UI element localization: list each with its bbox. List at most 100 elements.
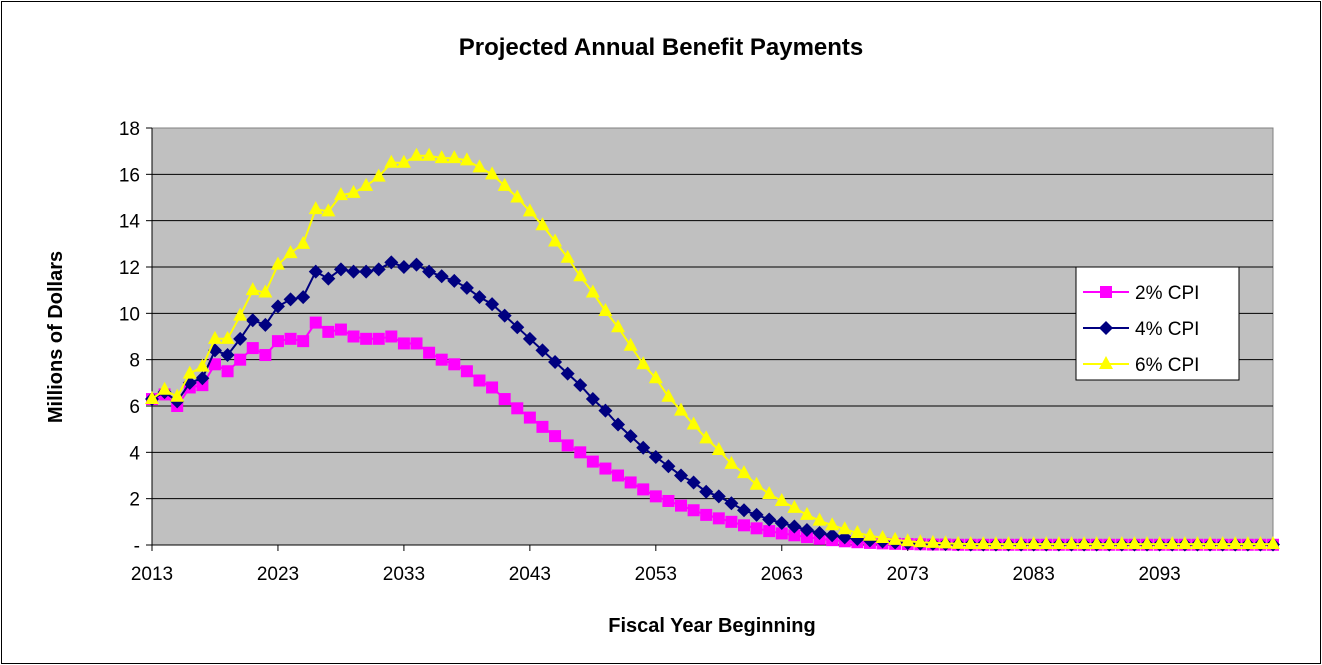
- data-point: [208, 358, 221, 371]
- data-point: [774, 492, 789, 506]
- data-point: [498, 393, 511, 406]
- data-point: [371, 262, 386, 277]
- y-tick-label: 4: [129, 443, 140, 464]
- data-point: [976, 536, 991, 550]
- data-point: [775, 527, 788, 540]
- axes: - 2 4 6 8 10 12 14 16 18 2013 2023 2033 2043 2053 2063 2…: [119, 119, 1273, 585]
- data-point: [170, 388, 185, 402]
- data-point: [422, 264, 437, 279]
- data-point: [749, 507, 764, 522]
- data-point: [661, 459, 676, 474]
- data-point: [686, 475, 701, 490]
- data-point: [308, 264, 323, 279]
- data-point: [724, 496, 739, 511]
- legend-label: 4% CPI: [1135, 319, 1199, 340]
- data-point: [560, 249, 575, 263]
- data-point: [612, 469, 625, 482]
- data-point: [447, 273, 462, 288]
- data-point: [535, 343, 550, 358]
- data-point: [573, 378, 588, 393]
- data-point: [346, 264, 361, 279]
- y-tick-label: 12: [119, 258, 140, 279]
- data-point: [271, 335, 284, 348]
- data-point: [611, 319, 626, 333]
- data-point: [258, 284, 273, 298]
- data-point: [245, 313, 260, 328]
- legend: 2% CPI 4% CPI 6% CPI: [1075, 266, 1240, 381]
- y-tick-label: 2: [129, 490, 140, 511]
- data-point: [750, 522, 763, 535]
- data-point: [762, 512, 777, 527]
- data-point: [396, 154, 411, 168]
- data-point: [585, 284, 600, 298]
- data-point: [359, 177, 374, 191]
- y-tick-label: 10: [119, 304, 140, 325]
- data-point: [284, 332, 297, 345]
- data-point: [296, 290, 311, 305]
- data-point: [283, 245, 298, 259]
- data-point: [661, 388, 676, 402]
- data-point: [724, 455, 739, 469]
- data-point: [435, 353, 448, 366]
- data-point: [371, 168, 386, 182]
- data-point: [346, 184, 361, 198]
- series-layer: [145, 147, 1280, 552]
- data-point: [1165, 536, 1180, 550]
- data-point: [1203, 536, 1218, 550]
- y-axis-title: Millions of Dollars: [45, 251, 67, 423]
- data-point: [447, 150, 462, 164]
- data-point: [459, 280, 474, 295]
- x-tick-label: 2073: [887, 564, 929, 585]
- x-tick-label: 2033: [383, 564, 425, 585]
- data-point: [497, 177, 512, 191]
- data-point: [360, 332, 373, 345]
- data-point: [372, 332, 385, 345]
- data-point: [862, 527, 877, 541]
- y-tick-label: 16: [119, 165, 140, 186]
- data-point: [938, 535, 953, 549]
- data-point: [535, 217, 550, 231]
- data-point: [787, 519, 802, 534]
- data-point: [1215, 536, 1230, 550]
- data-point: [409, 147, 424, 161]
- data-point: [788, 529, 801, 542]
- data-point: [422, 147, 437, 161]
- legend-marker: [1100, 286, 1112, 298]
- data-point: [560, 366, 575, 381]
- legend-box: [1075, 266, 1240, 381]
- data-point: [1266, 536, 1280, 550]
- data-point: [1240, 536, 1255, 550]
- data-point: [736, 503, 751, 518]
- data-point: [1127, 536, 1142, 550]
- data-point: [308, 201, 323, 215]
- data-point: [410, 337, 423, 350]
- data-point: [259, 349, 272, 362]
- data-point: [448, 358, 461, 371]
- data-point: [900, 533, 915, 547]
- data-point: [875, 530, 890, 544]
- data-point: [157, 381, 172, 395]
- data-point: [321, 271, 336, 286]
- x-tick-label: 2013: [131, 564, 173, 585]
- data-point: [598, 403, 613, 418]
- data-point: [333, 262, 348, 277]
- data-point: [888, 531, 903, 545]
- data-point: [510, 320, 525, 335]
- data-point: [523, 411, 536, 424]
- data-point: [233, 307, 248, 321]
- data-point: [850, 524, 865, 538]
- data-point: [736, 465, 751, 479]
- data-point: [825, 528, 840, 543]
- data-point: [221, 365, 234, 378]
- data-point: [749, 476, 764, 490]
- data-point: [561, 439, 574, 452]
- data-point: [774, 515, 789, 530]
- data-point: [763, 525, 776, 538]
- data-point: [812, 512, 827, 526]
- data-point: [258, 317, 273, 332]
- data-point: [434, 269, 449, 284]
- data-point: [825, 517, 840, 531]
- series-3: [145, 147, 1280, 550]
- data-point: [585, 392, 600, 407]
